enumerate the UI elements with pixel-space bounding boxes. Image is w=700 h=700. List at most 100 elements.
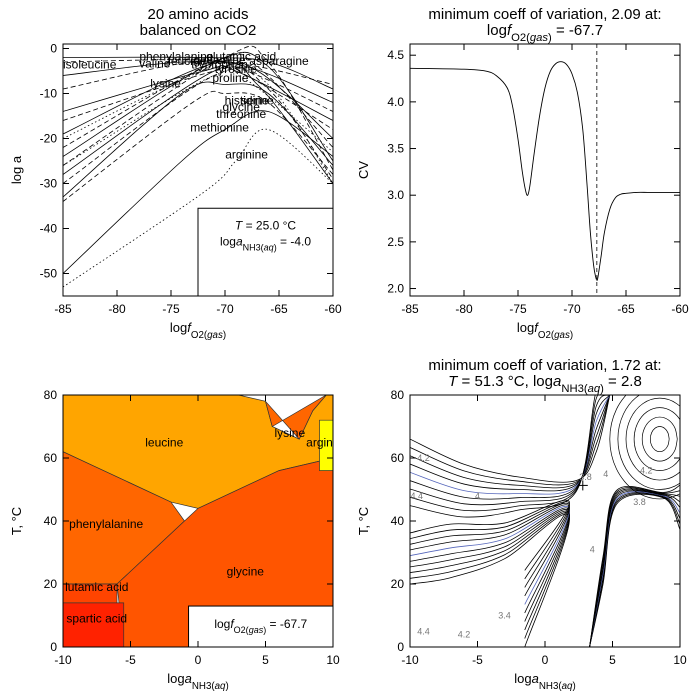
panel3-region-label: argin [306,435,333,449]
panel1-series-label: threonine [216,107,266,121]
panel1-ytick-label: -40 [40,222,58,236]
panel1-series-line-10 [63,45,333,171]
panel3-region-label: spartic acid [66,612,127,626]
panel2-frame [409,43,681,297]
panel1-ytick-label: -50 [40,267,58,281]
panel4-contour-label: 4.2 [458,629,471,639]
panel3-xtick-label: 0 [195,653,202,667]
panel4-contour-label: 3.8 [633,497,646,507]
panel4-frame [409,394,681,648]
panel1-series-label: serine [241,93,274,107]
panel3-region-glycine [116,457,333,647]
panel4-contour-line-22 [410,509,570,622]
panel2-ytick-label: 2.5 [387,235,404,249]
panel1-series-line-6 [63,66,333,130]
panel4-contour-label: 3.4 [498,611,511,621]
panel1-xtick-label: -80 [108,302,126,316]
panel1-ytick-label: -10 [40,87,58,101]
panel1-series-line-13 [63,81,333,198]
panel4-contour-line-1 [410,395,611,483]
panel4-contour-line-13 [589,491,680,647]
panel4-contour-line-11 [589,493,680,647]
panel4-contour-label: 4 [603,469,608,479]
panel4-ytick-label: 40 [391,514,405,528]
panel4-xtick-label: 10 [673,653,687,667]
panel4-contour-line-8 [410,395,610,512]
panel3-ytick-label: 0 [50,640,57,654]
panel4-contour-line-6 [410,395,611,500]
panel4-contour-line-30 [641,416,678,462]
panel2-cv-line [410,61,680,281]
panel4-title: minimum coeff of variation, 1.72 at: [428,357,661,374]
panel1-series-line-14 [63,90,333,202]
panel2-xtick-label: -80 [455,302,473,316]
panel4-ytick-label: 0 [397,640,404,654]
panel1-xtick-label: -60 [324,302,342,316]
panel4-contour-line-7 [410,395,611,506]
panel4-contour-line-28 [410,499,570,571]
panel4-contour-line-19 [410,513,570,647]
panel3-region-label: phenylalanine [69,517,143,531]
panel1-frame [62,43,334,297]
panel3-legend-text: logfO2(gas) = -67.7 [214,617,307,635]
panel1-series-label: phenylalanine [139,50,213,64]
panel3-xtick-label: -5 [125,653,136,667]
panel1-series-label: histidine [225,93,269,107]
panel1-xlabel: logfO2(gas) [170,320,226,341]
panel2-ytick-label: 4.0 [387,95,404,109]
panel4-contour-line-20 [410,512,570,639]
panel1-ytick-label: 0 [50,42,57,56]
panel1-series-label: isoleucine [63,57,117,71]
panel1-series-label: glutamic acid [206,50,276,64]
panel1-legend-temperature: T = 25.0 °C [235,218,297,232]
panel1-ytick-label: -20 [40,132,58,146]
panel3-xtick-label: 10 [326,653,340,667]
panel4-contour-line-14 [589,490,680,647]
panel4-contour-line-24 [410,506,570,605]
panel1-xtick-label: -65 [270,302,288,316]
panel4-xtick-label: -10 [401,653,419,667]
panel1-series-label: valine [139,56,171,70]
panel2-ytick-label: 3.5 [387,142,404,156]
panel1-series-label: glycine [223,100,261,114]
panel4-xlabel: logaNH3(aq) [514,671,575,692]
panel1-series-label: proline [212,71,248,85]
panel4-contour-line-10 [589,493,680,647]
panel1-series-line-4 [63,60,333,112]
panel1-series-line-11 [63,63,333,184]
panel4-xtick-label: -5 [472,653,483,667]
panel3-ytick-label: 20 [44,577,58,591]
panel3-frame [62,394,334,648]
panel2-xtick-label: -70 [563,302,581,316]
panel2-xtick-label: -85 [401,302,419,316]
panel1-legend-activity: logaNH3(aq) = -4.0 [220,234,311,252]
panel4-contour-line-33 [617,395,680,490]
panel4-contour-label: 4 [475,491,480,501]
panel4-contour-line-29 [649,426,670,453]
panel4-contour-line-21 [410,510,570,631]
panel3-ylabel: T, °C [9,507,24,535]
panel1-series-label: arginine [225,147,268,161]
panel2-ylabel: CV [356,161,371,179]
panel2-subtitle: logfO2(gas) = -67.7 [487,22,603,44]
panel1-series-label: tryptophan [191,57,248,71]
panel1-ytick-label: -30 [40,177,58,191]
panel2-ytick-label: 3.0 [387,188,404,202]
panel3-ytick-label: 80 [44,388,58,402]
panel4-contour-label: 4.4 [417,626,430,636]
panel1-xtick-label: -85 [54,302,72,316]
panel1-xtick-label: -70 [216,302,234,316]
panel4-xtick-label: 5 [609,653,616,667]
panel1-title: 20 amino acids [148,6,249,23]
panel2-series-group [410,61,680,281]
panel1-series-line-5 [63,64,333,121]
panel3-region-aspartic-acid [63,602,125,647]
panel3-region-lysine [265,395,327,440]
panel1-series-label: lysine [150,77,181,91]
panel4-contour-label: 3.8 [579,472,592,482]
panel1-legend-box [197,207,334,297]
panel4-ytick-label: 20 [391,577,405,591]
panel4-ytick-label: 60 [391,451,405,465]
